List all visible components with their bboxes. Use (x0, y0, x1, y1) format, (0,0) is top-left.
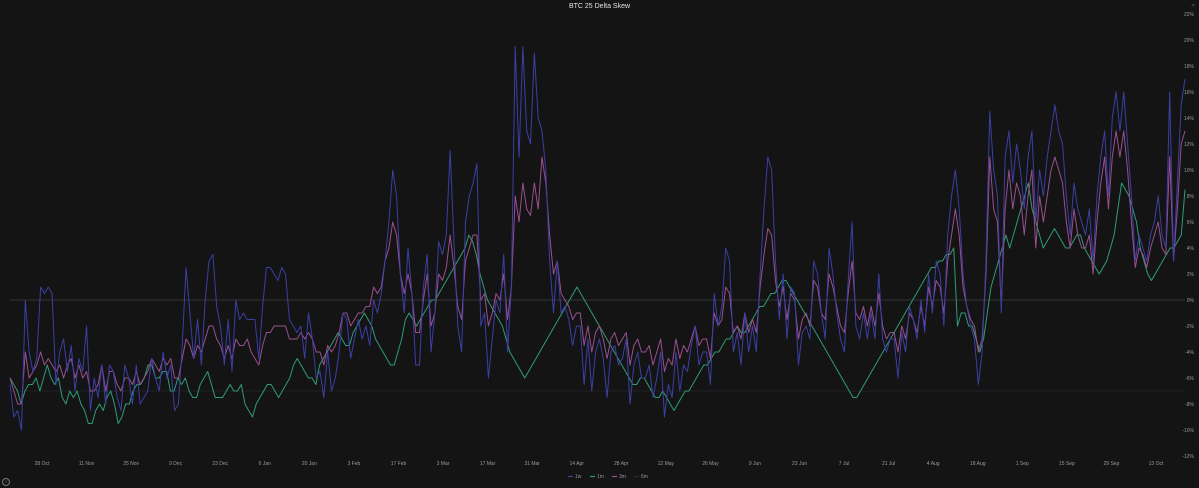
x-tick-label: 31 Mar (524, 461, 540, 467)
y-tick-label: 10% (1184, 168, 1195, 174)
y-axis: 22% 20% 18% 16% 14% 12% 10% 8% 6% 4% 2% 0% -2% -4% -6%… (1182, 12, 1194, 460)
x-tick-label: 12 May (658, 461, 675, 467)
x-tick-label: 4 Aug (927, 461, 940, 467)
expand-icon[interactable]: ↗ (1190, 3, 1195, 9)
x-tick-label: 21 Jul (882, 461, 895, 467)
y-tick-label: 16% (1184, 90, 1195, 96)
y-tick-label: 2% (1187, 272, 1195, 278)
x-tick-label: 13 Oct (1149, 461, 1164, 467)
x-tick-label: 1 Sep (1016, 461, 1029, 467)
y-tick-label: 0% (1187, 298, 1195, 304)
y-tick-label: -2% (1185, 324, 1194, 330)
y-tick-label: 20% (1184, 38, 1195, 44)
x-tick-label: 23 Dec (212, 461, 228, 467)
y-tick-label: -8% (1185, 402, 1194, 408)
y-tick-label: 8% (1187, 194, 1195, 200)
x-tick-label: 3 Mar (437, 461, 450, 467)
y-tick-label: -4% (1185, 350, 1194, 356)
x-tick-label: 29 Sep (1104, 461, 1120, 467)
y-tick-label: -6% (1185, 376, 1194, 382)
x-tick-label: 18 Aug (970, 461, 986, 467)
x-tick-label: 25 Nov (123, 461, 139, 467)
x-tick-label: 17 Mar (480, 461, 496, 467)
legend-item-1m[interactable]: 1m (597, 474, 604, 480)
legend-item-1w[interactable]: 1w (575, 474, 582, 480)
x-tick-label: 6 Jan (259, 461, 271, 467)
y-tick-label: 14% (1184, 116, 1195, 122)
y-tick-label: -12% (1182, 454, 1194, 460)
y-tick-label: 6% (1187, 220, 1195, 226)
x-tick-label: 3 Feb (348, 461, 361, 467)
x-tick-label: 23 Jun (792, 461, 807, 467)
series-line-1m (9, 182, 1186, 424)
x-tick-label: 26 May (702, 461, 719, 467)
y-tick-label: 18% (1184, 64, 1195, 70)
series-line-3m (9, 130, 1186, 405)
x-tick-label: 20 Jan (302, 461, 317, 467)
x-axis: 28 Oct 11 Nov 25 Nov 9 Dec 23 Dec 6 Jan 20 Jan… (35, 461, 1164, 467)
x-tick-label: 17 Feb (391, 461, 407, 467)
x-tick-label: 11 Nov (79, 461, 95, 467)
series-line-1w (9, 46, 1186, 431)
legend-item-3m[interactable]: 3m (619, 474, 626, 480)
x-tick-label: 9 Dec (169, 461, 183, 467)
info-icon[interactable]: i (2, 478, 10, 486)
y-tick-label: 12% (1184, 142, 1195, 148)
x-tick-label: 9 Jun (749, 461, 761, 467)
legend: 1w 1m 3m 6m (568, 474, 648, 480)
x-tick-label: 7 Jul (839, 461, 850, 467)
y-tick-label: 4% (1187, 246, 1195, 252)
x-tick-label: 14 Apr (569, 461, 584, 467)
x-tick-label: 15 Sep (1059, 461, 1075, 467)
legend-item-6m[interactable]: 6m (641, 474, 648, 480)
y-tick-label: 22% (1184, 12, 1195, 18)
x-tick-label: 28 Oct (35, 461, 50, 467)
y-tick-label: -10% (1182, 428, 1194, 434)
x-tick-label: 28 Apr (614, 461, 629, 467)
chart-title: BTC 25 Delta Skew (568, 3, 631, 10)
plot-area (9, 46, 1186, 431)
